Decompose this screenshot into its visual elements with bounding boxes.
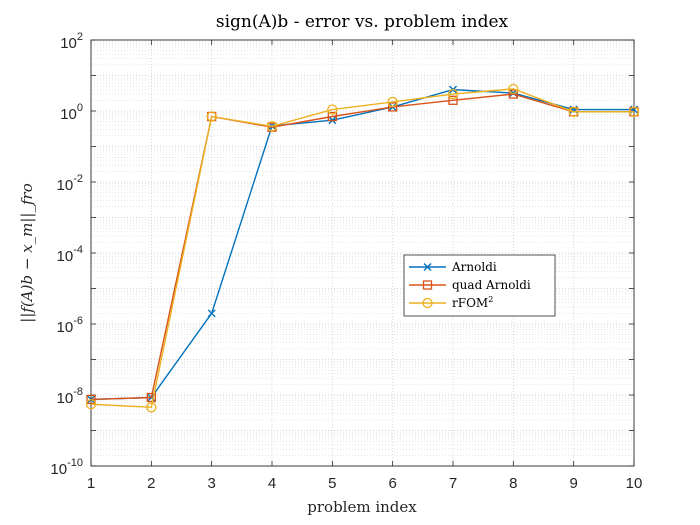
x-tick-label: 8 [509,475,517,492]
data-point [146,392,156,403]
y-tick-label: 10-6 [57,315,83,336]
series-2 [85,83,640,413]
y-axis-label: ||f(A)b − x_m||_fro [18,183,36,322]
x-tick-label: 5 [328,475,336,492]
data-point [447,88,459,100]
x-tick-label: 9 [569,475,577,492]
legend-label: Arnoldi [451,260,497,274]
y-tick-label: 10-4 [57,244,83,265]
legend: Arnoldi quad Arnoldi rFOM2 [403,254,556,317]
data-point [568,106,579,117]
x-tick-label: 6 [388,475,396,492]
y-tick-label: 10-2 [57,173,83,194]
legend-items: Arnoldi quad Arnoldi rFOM2 [409,260,531,310]
data-point [448,95,458,105]
data-point [266,121,278,132]
x-tick-label: 1 [87,475,95,492]
data-point [85,399,97,410]
legend-label: rFOM2 [452,295,493,310]
data-point [206,111,217,122]
data-point [508,89,518,99]
legend-marker [422,280,433,290]
series-line [90,93,634,401]
data-point [327,111,337,122]
y-tick-label: 100 [60,102,83,123]
data-point [508,83,519,95]
x-tick-label: 4 [268,475,276,492]
y-tick-label: 10-8 [57,386,83,407]
legend-label: quad Arnoldi [452,278,531,292]
x-axis-label: problem index [307,498,417,516]
data-point [86,394,96,405]
y-tick-label: 10-10 [50,457,83,478]
data-point [146,402,157,413]
x-tick-label: 2 [147,475,155,492]
marker-stroke [207,309,216,318]
series-line [90,88,634,401]
axes: 1 2 3 4 5 6 7 8 9 10 10-10 10-8 10-6 10-4 10-2 100 102 [50,31,642,492]
series-line [90,88,634,409]
x-tick-label: 7 [449,475,457,492]
legend-marker [423,263,432,271]
data-point [628,106,640,117]
legend-marker [422,297,433,309]
data-point [207,309,216,318]
series-group [85,83,640,413]
data-point [387,96,398,108]
y-tick-label: 102 [60,31,83,52]
chart-title: sign(A)b - error vs. problem index [216,12,509,32]
x-tick-label: 3 [207,475,215,492]
data-point [388,102,398,112]
data-point [327,104,338,115]
marker-stroke [423,263,432,271]
grid [90,39,635,467]
x-tick-label: 10 [626,475,643,492]
